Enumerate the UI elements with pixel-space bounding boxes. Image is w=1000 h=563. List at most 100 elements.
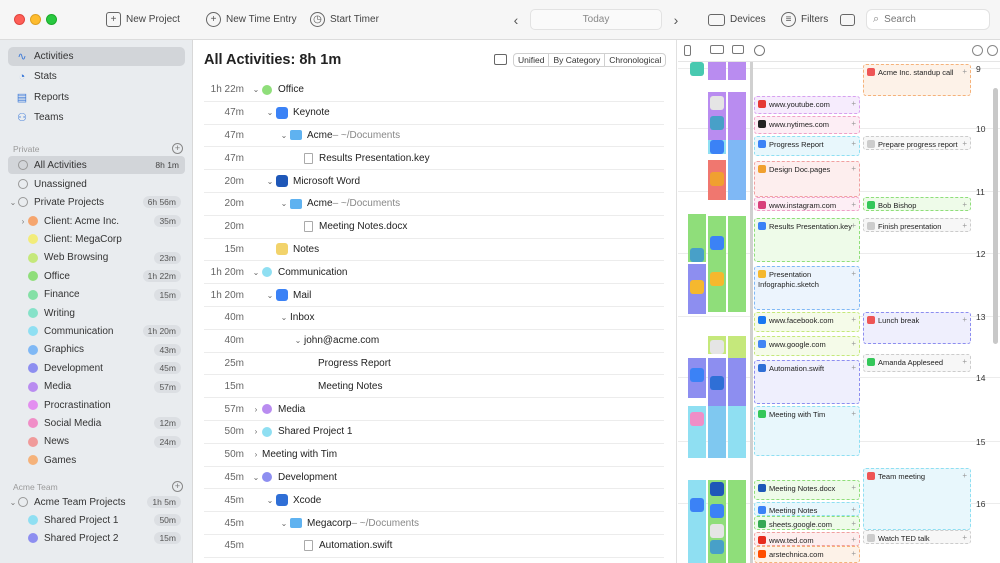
sidebar-category[interactable]: Development 45m [8, 359, 185, 377]
calendar-event[interactable]: Watch TED talk + [863, 530, 971, 544]
timeline-scrollbar[interactable] [993, 88, 998, 344]
activity-row[interactable]: 47m Results Presentation.key [204, 147, 664, 171]
activity-row[interactable]: 47m ⌄ Acme – ~/Documents [204, 125, 664, 148]
segment-unified[interactable]: Unified [518, 55, 545, 65]
add-entry-icon[interactable]: + [851, 139, 856, 148]
activity-row[interactable]: 40m ⌄ john@acme.com [204, 330, 664, 353]
chevron-right-icon[interactable]: › [254, 427, 258, 437]
activity-row[interactable]: 1h 22m ⌄ Office [204, 79, 664, 102]
calendar-event[interactable]: Prepare progress report + [863, 136, 971, 150]
activity-row[interactable]: 45m ⌄ Megacorp – ~/Documents [204, 512, 664, 535]
previous-day-button[interactable]: ‹ [505, 9, 527, 30]
activity-entry[interactable]: Meeting Notes + [754, 502, 860, 516]
start-timer-button[interactable]: ◷ Start Timer [304, 9, 385, 30]
add-entry-icon[interactable]: + [851, 269, 856, 278]
calendar-event[interactable]: Amanda Appleseed + [863, 354, 971, 372]
activity-entry[interactable]: Presentation Infographic.sketch + [754, 266, 860, 310]
add-entry-icon[interactable]: + [851, 221, 856, 230]
activity-row[interactable]: 50m › Meeting with Tim [204, 444, 664, 467]
add-team-project-button[interactable]: + [172, 481, 183, 492]
chevron-down-icon[interactable]: ⌄ [280, 199, 288, 209]
activity-entry[interactable]: Design Doc.pages + [754, 161, 860, 197]
sidebar-category[interactable]: Games [8, 451, 185, 469]
add-entry-icon[interactable]: + [851, 164, 856, 173]
sidebar-category[interactable]: Social Media 12m [8, 414, 185, 432]
activity-row[interactable]: 1h 20m ⌄ Mail [204, 284, 664, 307]
add-entry-icon[interactable]: + [851, 519, 856, 528]
add-entry-icon[interactable]: + [851, 200, 856, 209]
sidebar-item-activities[interactable]: ∿ Activities [8, 47, 185, 66]
add-entry-icon[interactable]: + [962, 200, 967, 209]
zoom-window-button[interactable] [46, 14, 57, 25]
search-input[interactable] [884, 14, 975, 25]
chevron-right-icon[interactable]: › [21, 216, 25, 226]
add-entry-icon[interactable]: + [962, 139, 967, 148]
sidebar-category[interactable]: Finance 15m [8, 286, 185, 304]
activity-entry[interactable]: www.nytimes.com + [754, 116, 860, 134]
add-entry-icon[interactable]: + [851, 99, 856, 108]
sidebar-category[interactable]: Graphics 43m [8, 341, 185, 359]
calendar-event[interactable]: Bob Bishop + [863, 197, 971, 211]
add-entry-icon[interactable]: + [962, 221, 967, 230]
sidebar-unassigned[interactable]: Unassigned [8, 175, 185, 193]
activity-entry[interactable]: arstechnica.com + [754, 546, 860, 563]
sidebar-category[interactable]: Communication 1h 20m [8, 322, 185, 340]
chevron-down-icon[interactable]: ⌄ [266, 176, 274, 186]
add-entry-icon[interactable]: + [851, 535, 856, 544]
add-entry-icon[interactable]: + [851, 483, 856, 492]
zoom-out-icon[interactable] [987, 45, 998, 56]
sidebar-team-projects[interactable]: ⌄ Acme Team Projects 1h 5m [8, 493, 185, 511]
laptop-icon[interactable] [710, 45, 724, 54]
calendar-event[interactable]: Acme Inc. standup call + [863, 64, 971, 96]
zoom-in-icon[interactable] [972, 45, 983, 56]
sidebar-item-reports[interactable]: ▤ Reports [8, 88, 185, 107]
activity-entry[interactable]: Progress Report + [754, 136, 860, 156]
sidebar-team-project[interactable]: Shared Project 1 50m [8, 511, 185, 529]
sidebar-category[interactable]: Procrastination [8, 396, 185, 414]
sidebar-category[interactable]: News 24m [8, 433, 185, 451]
sidebar-team-project[interactable]: Shared Project 2 15m [8, 529, 185, 547]
sidebar-category[interactable]: › Client: Acme Inc. 35m [8, 212, 185, 230]
sidebar-private-projects[interactable]: ⌄ Private Projects 6h 56m [8, 193, 185, 211]
chevron-down-icon[interactable]: ⌄ [9, 197, 17, 207]
today-button[interactable]: Today [530, 9, 662, 30]
activity-row[interactable]: 20m ⌄ Acme – ~/Documents [204, 193, 664, 216]
add-entry-icon[interactable]: + [962, 67, 967, 76]
search-field[interactable]: ⌕ [866, 9, 990, 30]
segment-by-category[interactable]: By Category [548, 54, 604, 66]
clock-icon[interactable] [754, 45, 765, 56]
activity-row[interactable]: 15m Meeting Notes [204, 375, 664, 399]
sidebar-category[interactable]: Client: MegaCorp [8, 230, 185, 248]
add-entry-icon[interactable]: + [851, 363, 856, 372]
chevron-down-icon[interactable]: ⌄ [266, 108, 274, 118]
chevron-down-icon[interactable]: ⌄ [280, 518, 288, 528]
chevron-down-icon[interactable]: ⌄ [280, 313, 288, 323]
activity-entry[interactable]: www.google.com + [754, 336, 860, 356]
activity-row[interactable]: 45m ⌄ Development [204, 467, 664, 490]
add-entry-icon[interactable]: + [851, 339, 856, 348]
sidebar-category[interactable]: Web Browsing 23m [8, 249, 185, 267]
activity-row[interactable]: 25m Progress Report [204, 353, 664, 376]
add-entry-icon[interactable]: + [962, 357, 967, 366]
chevron-right-icon[interactable]: › [254, 450, 258, 460]
layout-toggle-icon[interactable] [494, 54, 507, 65]
calendar-event[interactable]: Team meeting + [863, 468, 971, 530]
chevron-down-icon[interactable]: ⌄ [9, 497, 17, 507]
sidebar-item-teams[interactable]: ⚇ Teams [8, 108, 185, 127]
activity-entry[interactable]: www.ted.com + [754, 532, 860, 546]
add-entry-icon[interactable]: + [962, 471, 967, 480]
activity-entry[interactable]: www.youtube.com + [754, 96, 860, 114]
activity-row[interactable]: 40m ⌄ Inbox [204, 307, 664, 330]
add-entry-icon[interactable]: + [851, 549, 856, 558]
next-day-button[interactable]: › [665, 9, 687, 30]
activity-row[interactable]: 15m Notes [204, 239, 664, 262]
add-entry-icon[interactable]: + [962, 315, 967, 324]
activity-entry[interactable]: Meeting Notes.docx + [754, 480, 860, 500]
activity-entry[interactable]: Meeting with Tim + [754, 406, 860, 456]
activity-row[interactable]: 50m › Shared Project 1 [204, 421, 664, 444]
folder-icon[interactable] [732, 45, 744, 54]
add-entry-icon[interactable]: + [851, 505, 856, 514]
close-window-button[interactable] [14, 14, 25, 25]
phone-icon[interactable] [684, 45, 691, 56]
chevron-down-icon[interactable]: ⌄ [280, 130, 288, 140]
